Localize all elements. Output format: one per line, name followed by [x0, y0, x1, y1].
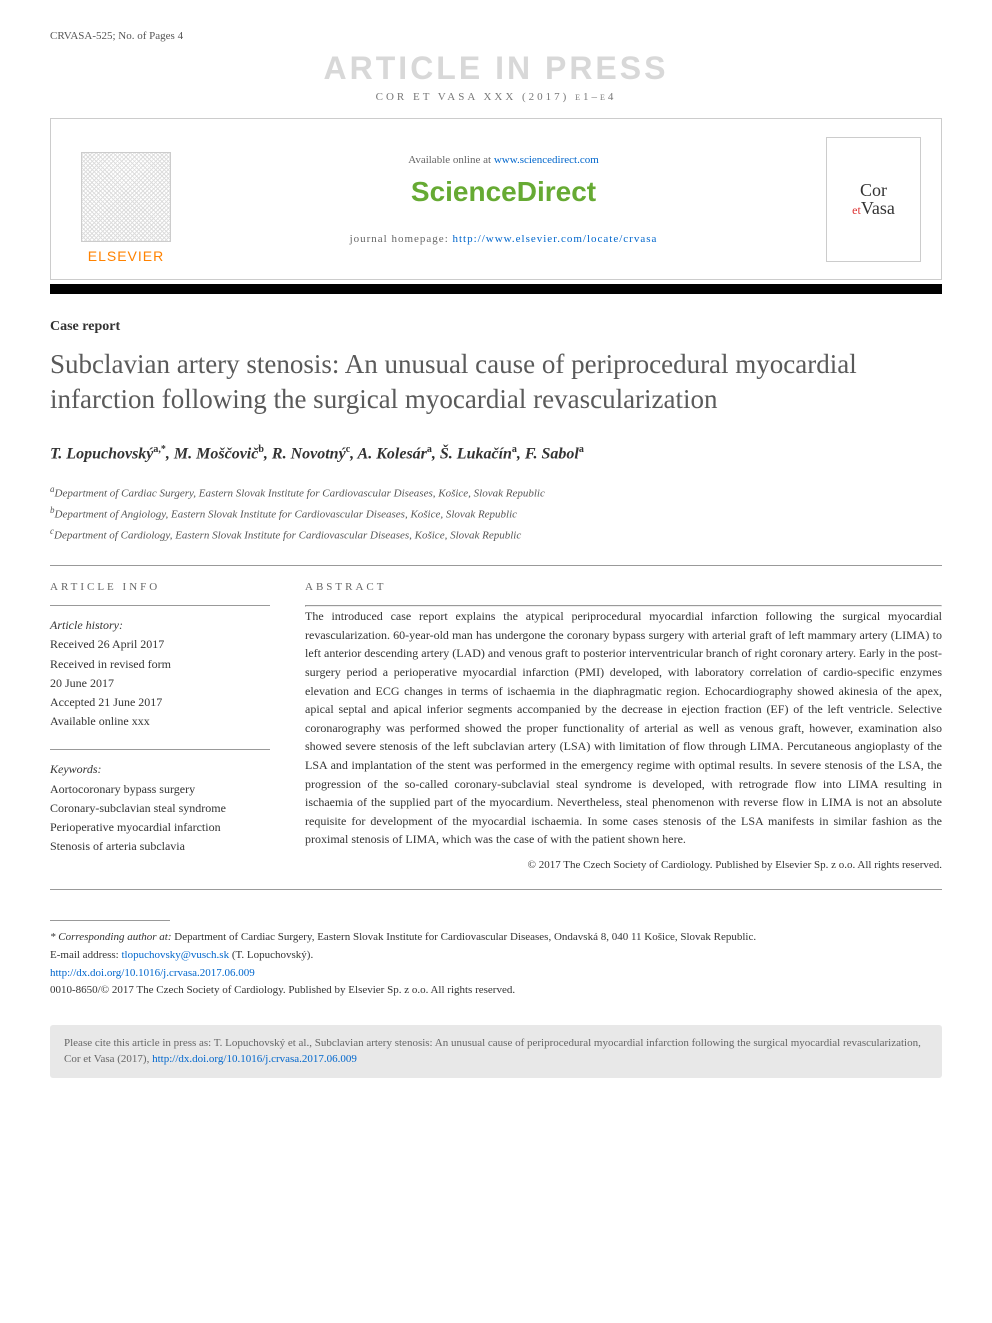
homepage-prefix: journal homepage:	[350, 233, 453, 245]
author-5: Š. Lukačín	[440, 446, 512, 463]
abstract-body: The introduced case report explains the …	[305, 607, 942, 849]
authors-list: T. Lopuchovskýa,*, M. Moščovičb, R. Novo…	[50, 442, 942, 466]
article-history-block: Article history: Received 26 April 2017 …	[50, 616, 270, 731]
history-label: Article history:	[50, 616, 270, 635]
doi-line: http://dx.doi.org/10.1016/j.crvasa.2017.…	[50, 965, 942, 983]
separator-above-abstract	[50, 565, 942, 566]
header-reference: CRVASA-525; No. of Pages 4	[50, 30, 942, 42]
keyword-1: Aortocoronary bypass surgery	[50, 780, 270, 799]
journal-volume-reference: COR ET VASA XXX (2017) e1–e4	[50, 91, 942, 103]
elsevier-tree-icon	[81, 152, 171, 242]
sciencedirect-logo: ScienceDirect	[181, 176, 826, 208]
abstract-column: ABSTRACT The introduced case report expl…	[305, 581, 942, 874]
sciencedirect-url-link[interactable]: www.sciencedirect.com	[494, 154, 599, 166]
author-6: F. Sabol	[525, 446, 579, 463]
revised-label: Received in revised form	[50, 655, 270, 674]
info-heading-underline	[50, 605, 270, 606]
affiliations-block: aDepartment of Cardiac Surgery, Eastern …	[50, 482, 942, 546]
footnote-rule	[50, 920, 170, 921]
keywords-block: Keywords: Aortocoronary bypass surgery C…	[50, 760, 270, 856]
corr-author-label: * Corresponding author at:	[50, 931, 172, 943]
article-in-press-watermark: ARTICLE IN PRESS	[50, 50, 942, 87]
author-6-affil: a	[579, 444, 584, 455]
elsevier-label: ELSEVIER	[88, 248, 164, 264]
citation-box: Please cite this article in press as: T.…	[50, 1025, 942, 1078]
author-2: M. Moščovič	[174, 446, 258, 463]
revised-date: 20 June 2017	[50, 674, 270, 693]
cover-vasa: Vasa	[861, 198, 895, 218]
author-3-affil: c	[346, 444, 350, 455]
author-4-affil: a	[427, 444, 432, 455]
email-label: E-mail address:	[50, 949, 121, 961]
cover-et: et	[852, 203, 861, 217]
keywords-separator	[50, 749, 270, 750]
accepted-date: Accepted 21 June 2017	[50, 693, 270, 712]
journal-homepage-link[interactable]: http://www.elsevier.com/locate/crvasa	[453, 233, 658, 245]
article-info-heading: ARTICLE INFO	[50, 581, 270, 593]
author-3: R. Novotný	[272, 446, 346, 463]
available-online-text: Available online at www.sciencedirect.co…	[181, 154, 826, 166]
affiliation-a: aDepartment of Cardiac Surgery, Eastern …	[50, 482, 942, 503]
keyword-4: Stenosis of arteria subclavia	[50, 837, 270, 856]
corresponding-author: * Corresponding author at: Department of…	[50, 929, 942, 947]
article-type: Case report	[50, 319, 942, 335]
info-abstract-columns: ARTICLE INFO Article history: Received 2…	[50, 581, 942, 874]
corr-author-text: Department of Cardiac Surgery, Eastern S…	[174, 931, 756, 943]
article-title: Subclavian artery stenosis: An unusual c…	[50, 347, 942, 417]
abstract-copyright: © 2017 The Czech Society of Cardiology. …	[305, 859, 942, 871]
journal-masthead: ELSEVIER Available online at www.science…	[50, 118, 942, 280]
abstract-heading: ABSTRACT	[305, 581, 942, 593]
author-4: A. Kolesár	[358, 446, 427, 463]
masthead-center: Available online at www.sciencedirect.co…	[181, 154, 826, 245]
issn-copyright: 0010-8650/© 2017 The Czech Society of Ca…	[50, 982, 942, 1000]
author-5-affil: a	[512, 444, 517, 455]
article-info-column: ARTICLE INFO Article history: Received 2…	[50, 581, 270, 874]
separator-below-abstract	[50, 889, 942, 890]
journal-cover-thumbnail: Cor etVasa	[826, 137, 921, 262]
email-author-name: (T. Lopuchovský).	[232, 949, 313, 961]
affiliation-b: bDepartment of Angiology, Eastern Slovak…	[50, 503, 942, 524]
elsevier-logo: ELSEVIER	[71, 134, 181, 264]
cor-et-vasa-logo: Cor etVasa	[852, 181, 895, 217]
author-1: T. Lopuchovský	[50, 446, 153, 463]
available-prefix: Available online at	[408, 154, 494, 166]
available-online: Available online xxx	[50, 712, 270, 731]
masthead-separator-bar	[50, 284, 942, 294]
journal-homepage-text: journal homepage: http://www.elsevier.co…	[181, 233, 826, 245]
received-date: Received 26 April 2017	[50, 635, 270, 654]
author-1-affil: a,*	[153, 444, 166, 455]
footnotes-block: * Corresponding author at: Department of…	[50, 920, 942, 999]
email-line: E-mail address: tlopuchovsky@vusch.sk (T…	[50, 947, 942, 965]
keyword-3: Perioperative myocardial infarction	[50, 818, 270, 837]
doi-link[interactable]: http://dx.doi.org/10.1016/j.crvasa.2017.…	[50, 967, 255, 979]
cover-cor: Cor	[860, 180, 887, 200]
keywords-label: Keywords:	[50, 760, 270, 779]
citation-doi-link[interactable]: http://dx.doi.org/10.1016/j.crvasa.2017.…	[152, 1053, 357, 1065]
keyword-2: Coronary-subclavian steal syndrome	[50, 799, 270, 818]
affiliation-c: cDepartment of Cardiology, Eastern Slova…	[50, 524, 942, 545]
corresponding-email-link[interactable]: tlopuchovsky@vusch.sk	[121, 949, 229, 961]
author-2-affil: b	[258, 444, 264, 455]
